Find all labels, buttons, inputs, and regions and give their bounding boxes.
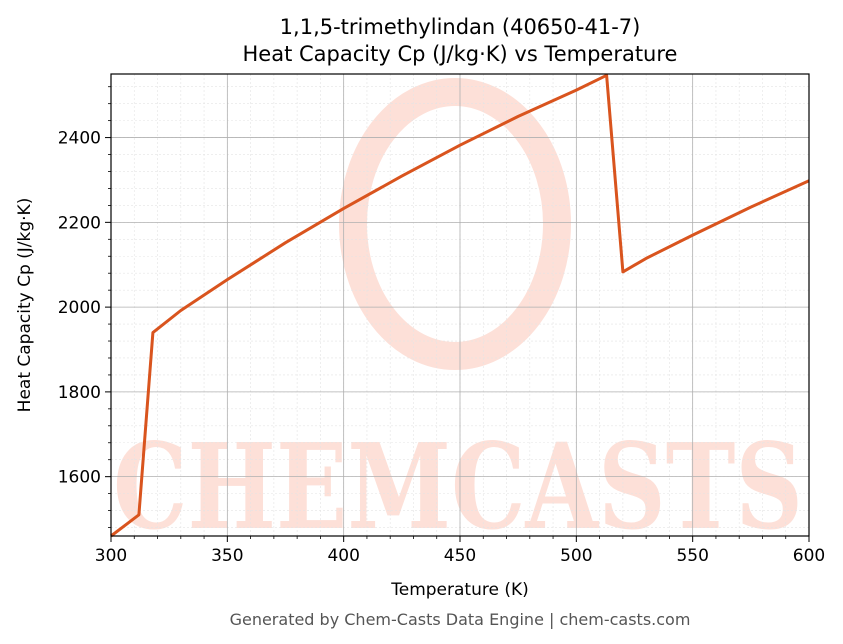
x-tick-label: 550 (676, 546, 708, 566)
x-tick-label: 450 (444, 546, 476, 566)
x-tick-label: 500 (560, 546, 592, 566)
y-tick-label: 2400 (58, 129, 101, 149)
series-line (110, 73, 810, 538)
watermark-ring (339, 78, 571, 370)
y-tick-label: 2200 (58, 213, 101, 233)
axis-ticks: 300 350 400 450 500 550 600 1600 1800 2000 2200 240… (58, 86, 825, 566)
y-axis-label: Heat Capacity Cp (J/kg·K) (15, 198, 35, 413)
footer-text: Generated by Chem-Casts Data Engine | ch… (230, 610, 691, 629)
y-tick-label: 1800 (58, 383, 101, 403)
x-tick-label: 600 (793, 546, 825, 566)
watermark-text: CHEMCASTS (113, 417, 803, 556)
x-axis-label: Temperature (K) (390, 580, 529, 600)
x-tick-label: 350 (211, 546, 243, 566)
chart-title-line-1: 1,1,5-trimethylindan (40650-41-7) (280, 15, 641, 39)
x-tick-label: 300 (95, 546, 127, 566)
watermark: CHEMCASTS (113, 78, 803, 556)
y-tick-label: 1600 (58, 468, 101, 488)
y-tick-label: 2000 (58, 298, 101, 318)
chart-title-line-2: Heat Capacity Cp (J/kg·K) vs Temperature (243, 42, 678, 66)
series-layer (110, 73, 810, 538)
major-grid (110, 74, 810, 536)
x-tick-label: 400 (327, 546, 359, 566)
